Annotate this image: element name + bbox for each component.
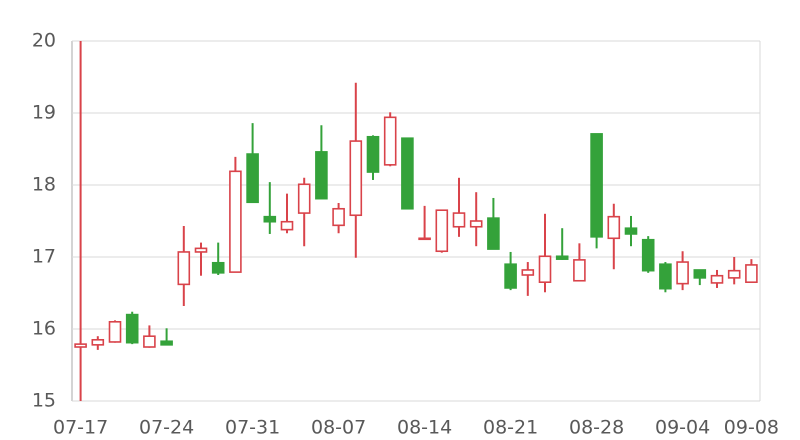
- candle-body: [246, 153, 259, 204]
- x-tick-label: 08-14: [397, 417, 452, 439]
- y-tick-label: 20: [32, 30, 56, 52]
- candle-body: [659, 263, 672, 290]
- candle-body: [229, 170, 242, 273]
- candle-body: [607, 215, 621, 240]
- candle-body: [487, 217, 500, 250]
- candle-body: [91, 338, 105, 346]
- candle-body: [590, 133, 603, 238]
- candle-body: [555, 255, 569, 260]
- candle-body: [315, 151, 328, 200]
- candle-body: [74, 343, 87, 348]
- y-tick-label: 18: [32, 174, 56, 196]
- y-tick-label: 15: [32, 390, 56, 412]
- x-tick-label: 07-31: [225, 417, 280, 439]
- candle-body: [641, 238, 655, 272]
- candle-body: [125, 313, 139, 344]
- x-tick-label: 08-07: [311, 417, 366, 439]
- y-tick-label: 16: [32, 318, 56, 340]
- candle-body: [349, 140, 363, 217]
- candle-body: [211, 261, 225, 274]
- candle-body: [693, 269, 707, 279]
- candle-body: [280, 220, 294, 231]
- candle-body: [401, 137, 414, 210]
- x-tick-label: 08-21: [483, 417, 538, 439]
- candle-body: [573, 259, 586, 282]
- candle-body: [624, 227, 638, 235]
- candle-body: [745, 264, 758, 284]
- x-tick-label: 07-17: [53, 417, 108, 439]
- candle-body: [521, 269, 535, 276]
- x-tick-label: 09-04: [655, 417, 710, 439]
- y-tick-label: 19: [32, 102, 56, 124]
- y-tick-label: 17: [32, 246, 56, 268]
- candle-body: [366, 135, 380, 173]
- candle-body: [710, 274, 724, 284]
- candle-body: [727, 269, 741, 279]
- candle-body: [263, 215, 277, 223]
- candle-body: [538, 255, 552, 283]
- candle-body: [297, 183, 311, 214]
- candle-body: [504, 263, 517, 289]
- candle-body: [177, 251, 191, 286]
- candle-body: [676, 261, 689, 285]
- candle-body: [469, 220, 483, 228]
- x-tick-label: 08-28: [569, 417, 624, 439]
- candle-body: [194, 247, 208, 253]
- candle-body: [435, 209, 449, 253]
- x-tick-label: 07-24: [139, 417, 194, 439]
- candle-body: [160, 340, 173, 346]
- x-tick-label: 09-08: [724, 417, 779, 439]
- candle-body: [143, 335, 156, 348]
- candle-body: [452, 212, 466, 228]
- candle-body: [332, 207, 345, 227]
- candle-body: [383, 116, 397, 166]
- candle-body: [418, 237, 431, 241]
- candle-body: [108, 320, 122, 343]
